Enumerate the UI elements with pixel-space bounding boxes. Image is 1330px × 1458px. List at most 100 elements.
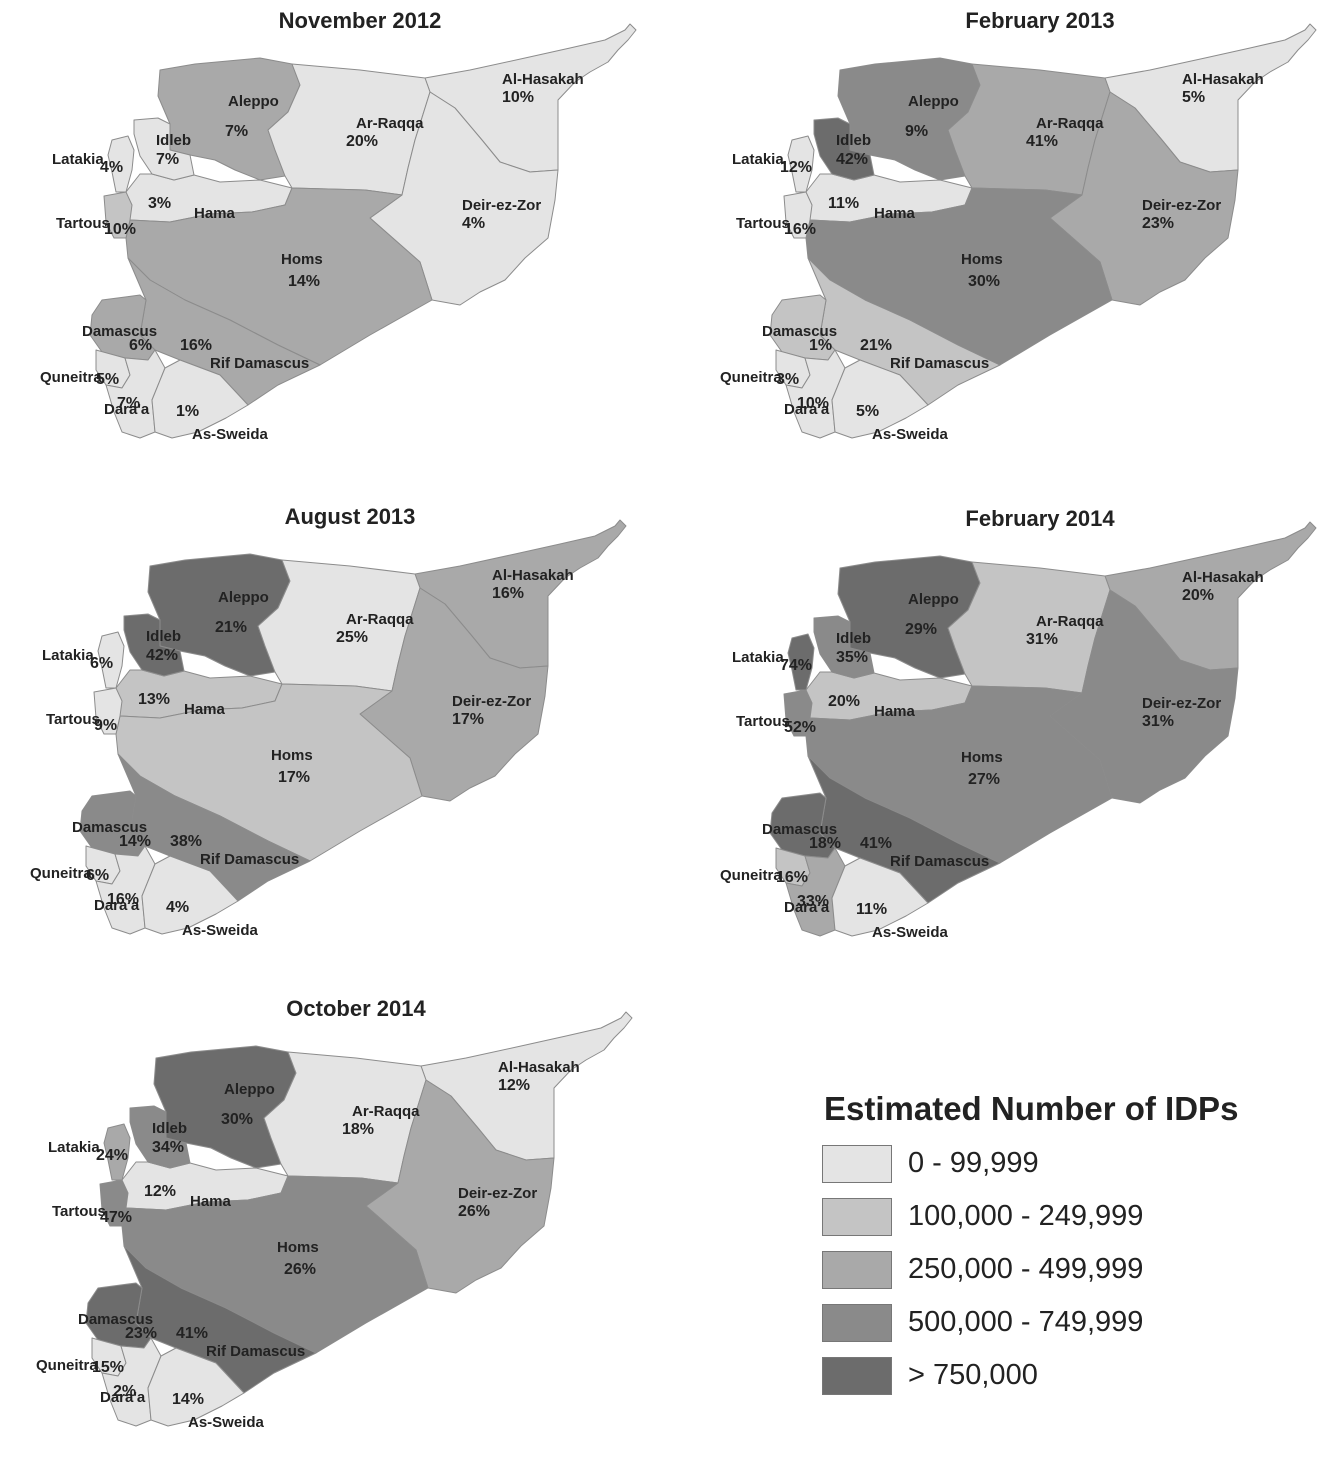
map-title: August 2013 — [284, 504, 416, 529]
region-label: Aleppo — [908, 591, 959, 608]
region-label: Latakia — [732, 649, 784, 666]
region-value: 9% — [94, 717, 117, 734]
region-value: 16% — [492, 585, 524, 602]
region-label: Ar-Raqqa — [1036, 613, 1104, 630]
region-label: Latakia — [48, 1139, 100, 1156]
region-value: 10% — [797, 395, 829, 412]
region-idleb — [813, 117, 875, 181]
region-label: Dara'a — [784, 401, 830, 418]
region-value: 23% — [1142, 215, 1174, 232]
region-value: 30% — [221, 1111, 253, 1128]
map-panel: November 2012 Al-Hasakah 10% Aleppo 7% Ar-Ra… — [30, 0, 690, 470]
legend-title: Estimated Number of IDPs — [824, 1090, 1239, 1127]
region-value: 34% — [152, 1139, 184, 1156]
region-value: 15% — [92, 1359, 124, 1376]
region-idleb — [133, 117, 195, 181]
map-panel: August 2013 Al-Hasakah 16% Aleppo 21% Ar-Raq… — [20, 496, 680, 966]
region-label: Latakia — [732, 151, 784, 168]
region-value: 5% — [1182, 89, 1205, 106]
region-idleb — [123, 613, 185, 677]
region-value: 52% — [784, 719, 816, 736]
region-value: 21% — [860, 337, 892, 354]
region-label: Idleb — [836, 630, 871, 647]
region-label: Idleb — [146, 628, 181, 645]
region-label: Homs — [271, 747, 313, 764]
region-value: 5% — [856, 403, 879, 420]
region-label: Idleb — [156, 132, 191, 149]
region-value: 29% — [905, 621, 937, 638]
region-label: Aleppo — [228, 93, 279, 110]
region-label: Damascus — [78, 1311, 153, 1328]
region-value: 14% — [172, 1391, 204, 1408]
region-idleb — [813, 615, 875, 679]
region-value: 16% — [107, 891, 139, 908]
map-panel: October 2014 Al-Hasakah 12% Aleppo 30% Ar-Ra… — [26, 988, 686, 1458]
region-value: 4% — [166, 899, 189, 916]
region-value: 6% — [129, 337, 152, 354]
legend-swatch — [822, 1251, 892, 1289]
region-value: 33% — [797, 893, 829, 910]
region-label: Dara'a — [94, 897, 140, 914]
region-value: 42% — [146, 647, 178, 664]
region-label: Rif Damascus — [200, 851, 299, 868]
region-label: As-Sweida — [872, 426, 949, 443]
region-label: Quneitra — [40, 369, 102, 386]
region-value: 7% — [225, 123, 248, 140]
region-label: Latakia — [42, 647, 94, 664]
map-title: February 2014 — [965, 506, 1115, 531]
region-label: Ar-Raqqa — [1036, 115, 1104, 132]
region-label: Idleb — [836, 132, 871, 149]
region-value: 17% — [278, 769, 310, 786]
region-label: Quneitra — [720, 369, 782, 386]
legend-item: 100,000 - 249,999 — [822, 1198, 1282, 1238]
region-label: Tartous — [736, 713, 790, 730]
legend-label: 0 - 99,999 — [908, 1147, 1039, 1179]
region-label: Idleb — [152, 1120, 187, 1137]
region-label: Al-Hasakah — [502, 71, 584, 88]
region-label: Aleppo — [908, 93, 959, 110]
region-value: 12% — [498, 1077, 530, 1094]
region-value: 41% — [176, 1325, 208, 1342]
region-idleb — [129, 1105, 191, 1169]
region-label: Rif Damascus — [890, 853, 989, 870]
region-label: Deir-ez-Zor — [462, 197, 541, 214]
region-value: 2% — [113, 1383, 136, 1400]
region-value: 9% — [905, 123, 928, 140]
region-label: Rif Damascus — [890, 355, 989, 372]
region-value: 11% — [828, 195, 859, 212]
region-value: 14% — [119, 833, 151, 850]
region-value: 12% — [780, 159, 812, 176]
region-label: As-Sweida — [872, 924, 949, 941]
region-label: Hama — [194, 205, 236, 222]
region-value: 24% — [96, 1147, 128, 1164]
map-panel: February 2013 Al-Hasakah 5% Aleppo 9% Ar-Raq… — [710, 0, 1330, 470]
region-value: 12% — [144, 1183, 176, 1200]
region-value: 42% — [836, 151, 868, 168]
region-value: 30% — [968, 273, 1000, 290]
region-value: 1% — [176, 403, 199, 420]
region-as-sweida — [831, 359, 929, 439]
region-label: Damascus — [72, 819, 147, 836]
region-value: 27% — [968, 771, 1000, 788]
region-label: Quneitra — [30, 865, 92, 882]
region-value: 16% — [180, 337, 212, 354]
region-label: Dara'a — [784, 899, 830, 916]
region-label: Hama — [874, 703, 916, 720]
region-label: Ar-Raqqa — [346, 611, 414, 628]
region-label: Hama — [184, 701, 226, 718]
region-label: Ar-Raqqa — [356, 115, 424, 132]
region-label: Rif Damascus — [206, 1343, 305, 1360]
region-value: 18% — [342, 1121, 374, 1138]
map-title: February 2013 — [965, 8, 1115, 33]
region-label: Hama — [190, 1193, 232, 1210]
region-as-sweida — [831, 857, 929, 937]
region-value: 16% — [784, 221, 816, 238]
region-label: Aleppo — [218, 589, 269, 606]
region-label: Dara'a — [104, 401, 150, 418]
legend-item: 250,000 - 499,999 — [822, 1251, 1282, 1291]
legend-label: 250,000 - 499,999 — [908, 1253, 1144, 1285]
region-value: 4% — [100, 159, 123, 176]
